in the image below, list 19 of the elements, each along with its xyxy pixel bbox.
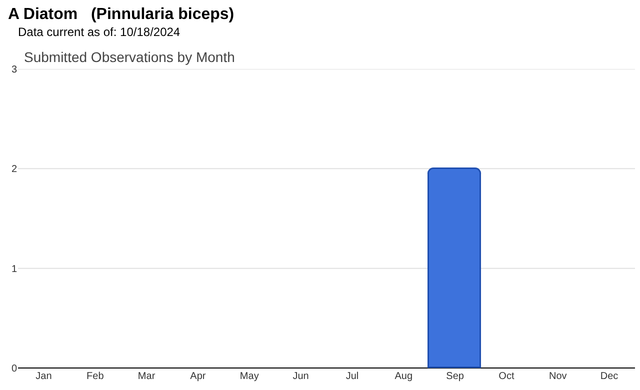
y-tick-label: 1 [11, 264, 18, 275]
x-tick-label: Feb [86, 371, 104, 382]
y-tick-label: 3 [11, 64, 18, 76]
x-tick-label: Dec [600, 371, 618, 382]
y-tick-label: 2 [11, 164, 18, 176]
x-tick-label: Jan [36, 371, 52, 382]
x-tick-label: May [240, 371, 259, 382]
x-tick-label: Aug [394, 371, 413, 382]
x-tick-label: Apr [190, 371, 206, 382]
x-tick-label: Oct [498, 371, 514, 382]
x-tick-label: Jun [292, 371, 309, 382]
x-tick-label: Nov [548, 371, 567, 382]
y-tick-label: 0 [11, 364, 18, 374]
x-tick-label: Sep [446, 371, 464, 382]
chart-subtitle: Data current as of: 10/18/2024 [18, 25, 180, 39]
x-tick-label: Jul [346, 371, 359, 382]
chart-title: A Diatom (Pinnularia biceps) [8, 6, 234, 23]
x-tick-label: Mar [138, 371, 156, 382]
text: Submitted Observations by Month [24, 49, 235, 65]
